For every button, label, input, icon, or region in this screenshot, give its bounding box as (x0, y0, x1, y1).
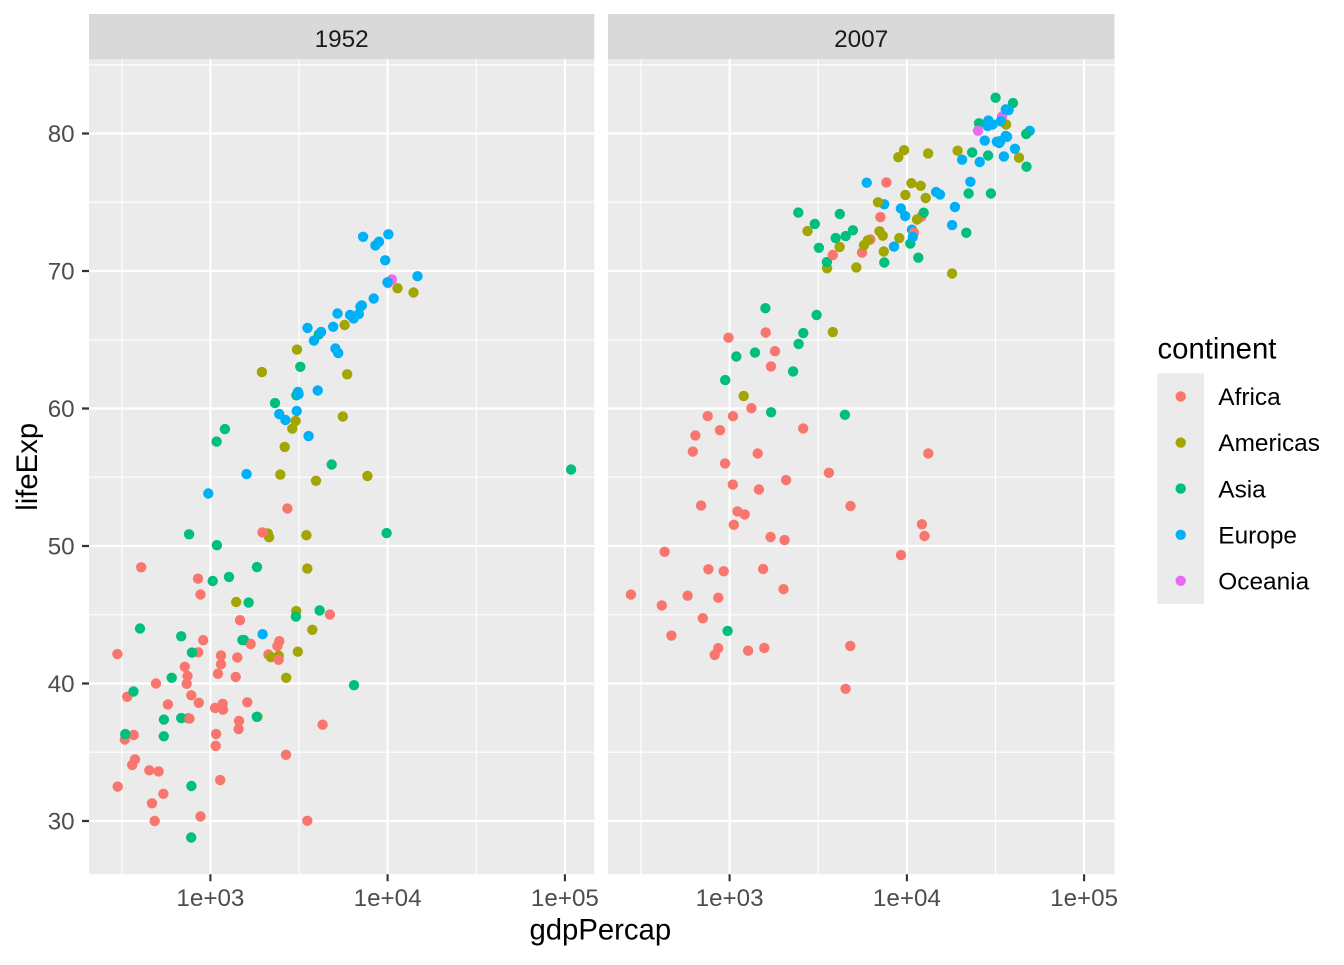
svg-text:70: 70 (48, 259, 75, 286)
svg-text:Africa: Africa (1218, 384, 1281, 411)
svg-text:continent: continent (1158, 333, 1277, 366)
svg-text:lifeExp: lifeExp (11, 423, 44, 511)
svg-text:Americas: Americas (1218, 430, 1320, 457)
svg-text:2007: 2007 (834, 26, 888, 53)
svg-text:50: 50 (48, 534, 75, 561)
svg-text:Oceania: Oceania (1218, 569, 1309, 596)
svg-text:Asia: Asia (1218, 476, 1266, 503)
svg-text:40: 40 (48, 671, 75, 698)
svg-text:1e+03: 1e+03 (696, 885, 764, 912)
svg-text:1e+04: 1e+04 (354, 885, 422, 912)
svg-text:30: 30 (48, 809, 75, 836)
svg-text:1952: 1952 (315, 26, 369, 53)
svg-text:1e+05: 1e+05 (531, 885, 599, 912)
svg-text:1e+05: 1e+05 (1050, 885, 1118, 912)
svg-text:Europe: Europe (1218, 522, 1297, 549)
svg-text:1e+03: 1e+03 (176, 885, 244, 912)
svg-text:1e+04: 1e+04 (873, 885, 941, 912)
svg-text:60: 60 (48, 396, 75, 423)
svg-text:gdpPercap: gdpPercap (529, 914, 671, 947)
svg-text:80: 80 (48, 121, 75, 148)
